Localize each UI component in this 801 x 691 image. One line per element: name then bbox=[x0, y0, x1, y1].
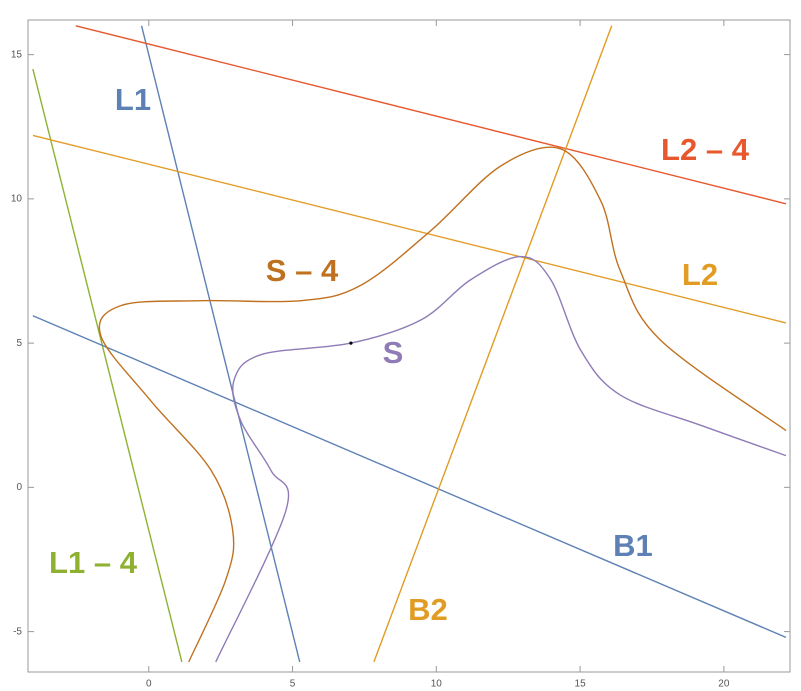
plot-area bbox=[32, 25, 787, 663]
x-tick-label: 20 bbox=[718, 679, 730, 690]
y-tick-label: 10 bbox=[11, 194, 23, 205]
curve bbox=[373, 25, 613, 663]
series-label: L2 – 4 bbox=[661, 132, 750, 167]
y-tick-label: 15 bbox=[11, 49, 23, 60]
series-label: B1 bbox=[613, 528, 653, 563]
series-label: S bbox=[383, 335, 404, 370]
series-label: S – 4 bbox=[266, 253, 339, 288]
series-label: L2 bbox=[682, 257, 718, 292]
curve bbox=[215, 255, 787, 663]
series-label: B2 bbox=[408, 592, 448, 627]
y-tick-label: 5 bbox=[16, 338, 22, 349]
x-tick-label: 0 bbox=[146, 679, 152, 690]
curve bbox=[32, 315, 787, 639]
curve bbox=[32, 68, 183, 663]
y-tick-label: 0 bbox=[16, 482, 22, 493]
frame bbox=[27, 19, 791, 673]
curve bbox=[32, 134, 787, 324]
x-tick-label: 10 bbox=[431, 679, 443, 690]
series-label: L1 bbox=[115, 82, 151, 117]
x-tick-label: 5 bbox=[290, 679, 296, 690]
y-tick-label: -5 bbox=[13, 626, 22, 637]
curve bbox=[75, 25, 787, 205]
curve bbox=[98, 146, 787, 663]
x-tick-label: 15 bbox=[575, 679, 587, 690]
series-label: L1 – 4 bbox=[49, 545, 138, 580]
curve bbox=[140, 25, 301, 663]
point bbox=[349, 341, 353, 345]
